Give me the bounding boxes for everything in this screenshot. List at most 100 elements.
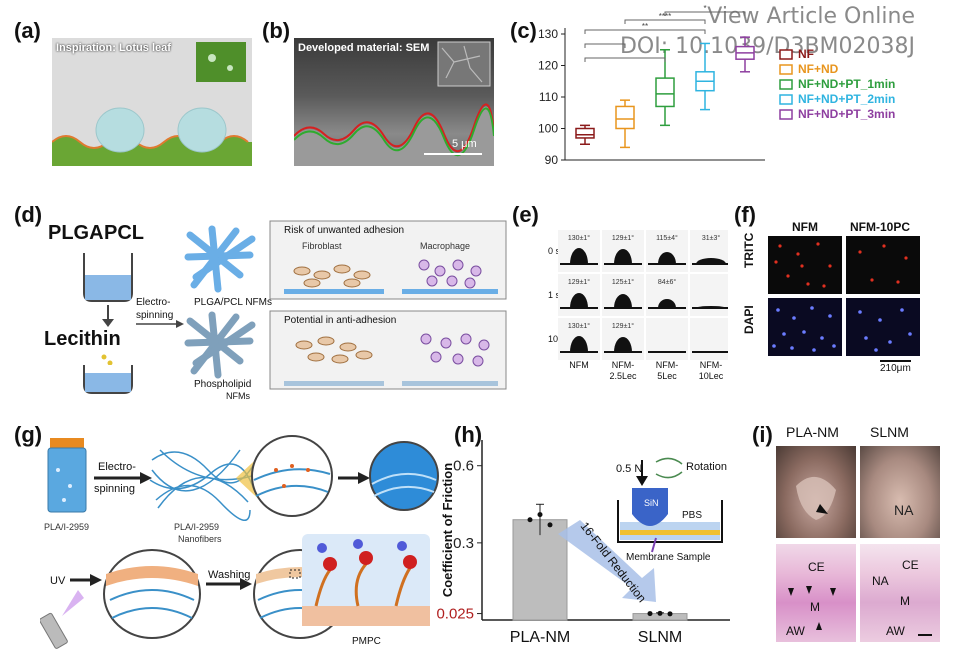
contact-angle-value: 129±1° (612, 234, 634, 242)
view-article-online-link[interactable]: View Article Online (707, 4, 915, 29)
significance-bracket (624, 19, 706, 24)
data-point (547, 522, 553, 528)
panel-b-scale-label: 5 μm (452, 138, 477, 150)
rotation-label: Rotation (686, 461, 727, 473)
x-tick-label: SLNM (638, 629, 682, 646)
sem-surface-drawing (294, 41, 494, 166)
pbs-container (617, 500, 723, 543)
histology-na-label: NA (872, 574, 889, 588)
pcl-label: PCL (104, 222, 144, 244)
nanofibers-label-1: PLA/I-2959 (174, 522, 219, 532)
fluorescence-tritc-nfm (768, 236, 842, 294)
contact-angle-value: 130±1° (568, 322, 590, 330)
y-tick-label: 100 (538, 122, 558, 136)
doi-text: DOI: 10.1039/D3BM02038J (619, 34, 915, 59)
histology-m-label-2: M (900, 594, 910, 608)
electrospinning-label-1: Electro- (136, 297, 170, 308)
legend-label: NF+ND (798, 62, 839, 76)
box-NF+ND (615, 105, 635, 130)
plga-label: PLGA (48, 222, 104, 244)
panel-b-sem-image: Developed material: SEM 5 μm (294, 38, 494, 166)
y-tick-label: 0.3 (453, 535, 474, 552)
column-label: NFM- (700, 360, 723, 370)
data-point (667, 611, 673, 617)
panel-f-row2-label: DAPI (742, 305, 756, 334)
histology-m-label: M (810, 600, 820, 614)
fibroblast-cells (293, 264, 371, 288)
panel-c-box-chart: 90100110120130*******NFNF+NDNF+ND+PT_1mi… (538, 4, 895, 167)
lecithin-label: Lecithin (44, 328, 121, 350)
contact-angle-value: 125±1° (612, 278, 634, 286)
panel-a-caption: Inspiration: Lotus leaf (56, 42, 171, 54)
histology-ce-label-2: CE (902, 558, 919, 572)
y-tick-label: 90 (545, 153, 559, 167)
g-spinning-label: spinning (94, 483, 135, 495)
panel-d-label: (d) (14, 202, 43, 227)
panel-f-col2-label: NFM-10PC (850, 220, 911, 234)
panel-f-scale-label: 210μm (880, 360, 911, 374)
column-label: 5Lec (657, 371, 677, 381)
time-label: 10 s (548, 334, 566, 344)
y-tick-label: 0.6 (453, 458, 474, 475)
rotation-icon (655, 457, 683, 479)
uv-treated-mesh (103, 549, 201, 639)
fluorescence-dapi-nfm10pc (846, 298, 920, 356)
washing-label: Washing (208, 569, 250, 581)
column-label: 2.5Lec (609, 371, 637, 381)
contact-angle-value: 129±1° (612, 322, 634, 330)
membrane-label: Membrane Sample (626, 552, 711, 563)
significance-bracket (584, 29, 706, 34)
phospholipid-label-2: NFMs (226, 391, 250, 400)
significance-label: ** (642, 22, 648, 31)
histology-aw-label: AW (786, 624, 805, 638)
panel-d-schematic: PLGA PCL Lecithin Electro- spinning PLGA… (44, 220, 507, 400)
y-tick-label: 130 (538, 27, 558, 41)
sin-ball (632, 488, 668, 526)
water-droplet (658, 299, 676, 308)
panel-f-row1-label: TRITC (742, 232, 756, 268)
legend-swatch (779, 109, 793, 120)
box-NF+ND+PT_1min (655, 77, 675, 108)
significance-bracket (584, 57, 666, 62)
fluorescence-tritc-nfm10pc (846, 236, 920, 294)
y-tick-label: 120 (538, 59, 558, 73)
nanofiber-mesh-icon (184, 225, 256, 293)
y-axis-label: Coefficient of Friction (440, 463, 455, 597)
legend-swatch (779, 64, 793, 75)
pmpc-label: PMPC (352, 636, 381, 647)
reduction-arrow (558, 520, 656, 602)
uv-lamp-icon (40, 590, 84, 649)
water-droplet (652, 351, 682, 352)
water-droplet (570, 248, 588, 264)
plga-pcl-nfms-label: PLGA/PCL NFMs (194, 297, 272, 308)
potential-label: Potential in anti-adhesion (284, 315, 396, 326)
water-droplet (696, 351, 726, 352)
data-point (527, 517, 533, 523)
contact-angle-value: 129±1° (568, 278, 590, 286)
data-point (657, 610, 663, 616)
water-droplet (614, 294, 632, 308)
membrane-sample (620, 530, 720, 535)
pmpc-molecule-box (302, 534, 430, 626)
histology-pla-nm: CE M AW (776, 544, 856, 642)
x-tick-label: PLA-NM (510, 629, 570, 646)
panel-i-col1-label: PLA-NM (786, 424, 839, 440)
pbs-label: PBS (682, 510, 702, 521)
risk-label: Risk of unwanted adhesion (284, 225, 404, 236)
water-droplet (696, 258, 726, 264)
beaker-icon (83, 365, 133, 394)
panel-a-illustration: Inspiration: Lotus leaf (52, 38, 252, 166)
phospholipid-label: Phospholipid (194, 379, 251, 390)
view-article-banner[interactable]: View Article Online DOI: 10.1039/D3BM020… (620, 2, 915, 62)
histology-ce-label: CE (808, 560, 825, 574)
legend-swatch (779, 94, 793, 105)
beaker-icon (83, 253, 133, 302)
time-label: 0 s (548, 246, 561, 256)
pla-i2959-material-label: PLA/I-2959 (44, 522, 89, 532)
panel-f-label: (f) (734, 202, 756, 227)
water-droplet (570, 293, 588, 308)
phospholipid-mesh-icon (184, 311, 256, 379)
contact-angle-value: 115±4° (656, 234, 678, 242)
magnified-fiber-circle (251, 435, 333, 517)
